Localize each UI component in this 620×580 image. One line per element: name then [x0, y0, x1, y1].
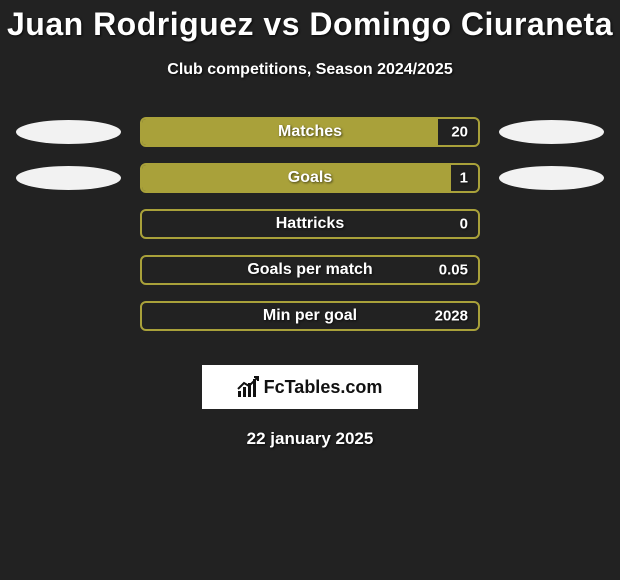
player-left-marker	[16, 120, 121, 144]
stat-value: 0	[460, 216, 468, 233]
stat-bar: Hattricks 0	[140, 209, 480, 239]
stat-value: 2028	[435, 308, 468, 325]
stat-bar: Min per goal 2028	[140, 301, 480, 331]
stat-bar: Goals 1	[140, 163, 480, 193]
brand-text: FcTables.com	[264, 377, 383, 398]
stat-row: Matches 20	[10, 117, 610, 147]
stat-row: Hattricks 0	[10, 209, 610, 239]
page-title: Juan Rodriguez vs Domingo Ciuraneta	[7, 6, 613, 43]
bar-chart-icon	[238, 377, 256, 397]
player-right-marker	[499, 166, 604, 190]
stat-label: Goals	[288, 169, 332, 187]
stat-value: 0.05	[439, 262, 468, 279]
comparison-card: Juan Rodriguez vs Domingo Ciuraneta Club…	[0, 0, 620, 449]
subtitle: Club competitions, Season 2024/2025	[167, 61, 452, 79]
stat-bar: Matches 20	[140, 117, 480, 147]
player-right-marker	[499, 120, 604, 144]
stat-label: Hattricks	[276, 215, 344, 233]
stat-row: Min per goal 2028	[10, 301, 610, 331]
player-left-marker	[16, 166, 121, 190]
stats-block: Matches 20 Goals 1 Hattricks 0 Goals per match…	[10, 117, 610, 347]
stat-label: Goals per match	[247, 261, 372, 279]
stat-row: Goals per match 0.05	[10, 255, 610, 285]
stat-value: 20	[451, 124, 468, 141]
stat-label: Min per goal	[263, 307, 357, 325]
stat-label: Matches	[278, 123, 342, 141]
stat-value: 1	[460, 170, 468, 187]
stat-bar: Goals per match 0.05	[140, 255, 480, 285]
stat-row: Goals 1	[10, 163, 610, 193]
date-text: 22 january 2025	[247, 429, 374, 449]
brand-box: FcTables.com	[202, 365, 418, 409]
